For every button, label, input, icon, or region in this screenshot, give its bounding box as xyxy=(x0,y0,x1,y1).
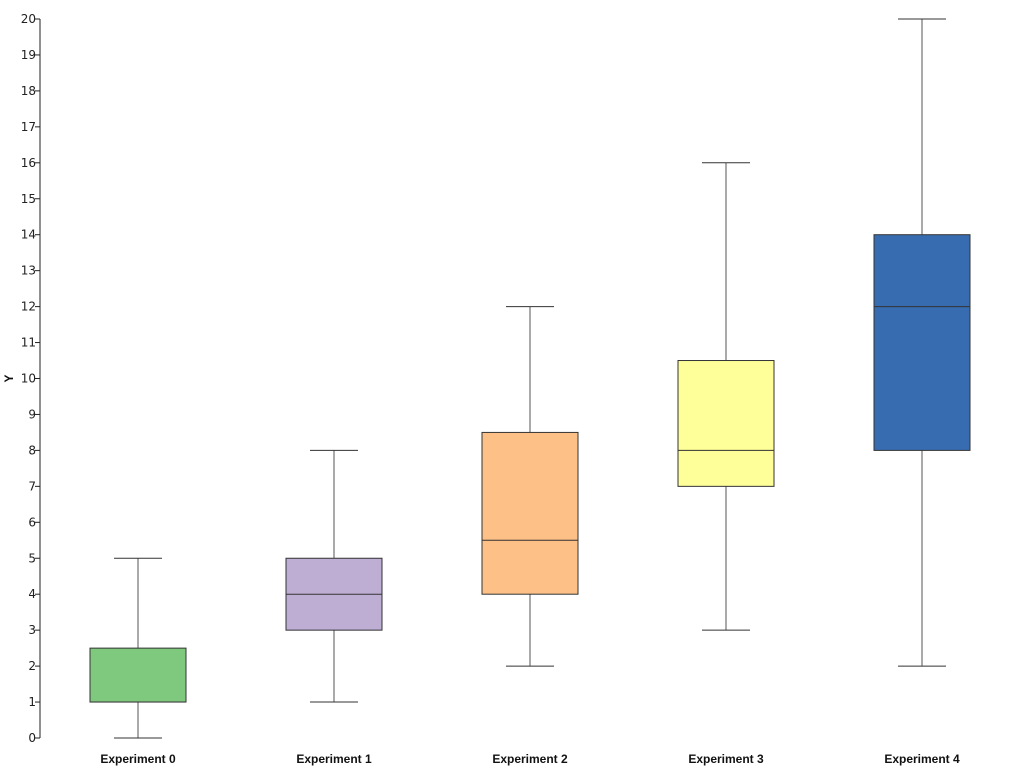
y-tick-label: 11 xyxy=(21,336,36,350)
box-experiment-0 xyxy=(89,557,187,739)
y-tick-label: 16 xyxy=(21,156,36,170)
y-tick-label: 7 xyxy=(28,479,36,493)
y-tick-label: 5 xyxy=(28,551,36,565)
y-tick-label: 12 xyxy=(21,300,36,314)
box-experiment-4 xyxy=(873,18,971,667)
y-tick-label: 19 xyxy=(21,48,36,62)
y-tick-label: 14 xyxy=(21,228,36,242)
box-experiment-1 xyxy=(285,449,383,703)
y-tick-label: 15 xyxy=(21,192,36,206)
box-experiment-3 xyxy=(677,162,775,631)
y-tick-label: 8 xyxy=(28,443,36,457)
y-tick-label: 20 xyxy=(21,12,36,26)
y-axis-title: Y xyxy=(2,374,16,382)
y-tick-label: 13 xyxy=(21,264,36,278)
x-category-label: Experiment 1 xyxy=(296,752,372,766)
y-tick-label: 0 xyxy=(28,731,36,745)
y-tick-label: 4 xyxy=(28,587,36,601)
x-category-label: Experiment 2 xyxy=(492,752,568,766)
y-tick-label: 2 xyxy=(28,659,36,673)
y-tick-label: 3 xyxy=(28,623,36,637)
iqr-box xyxy=(89,647,187,703)
y-tick-label: 10 xyxy=(21,372,36,386)
y-tick-label: 18 xyxy=(21,84,36,98)
x-category-label: Experiment 3 xyxy=(688,752,764,766)
y-tick-label: 1 xyxy=(28,695,36,709)
x-category-label: Experiment 4 xyxy=(884,752,960,766)
boxes xyxy=(89,18,971,739)
box-experiment-2 xyxy=(481,306,579,667)
x-axis-labels: Experiment 0 Experiment 1 Experiment 2 Expe… xyxy=(100,752,960,766)
y-tick-label: 9 xyxy=(28,407,36,421)
iqr-box xyxy=(481,431,579,595)
y-tick-label: 6 xyxy=(28,515,36,529)
y-tick-label: 17 xyxy=(21,120,36,134)
iqr-box xyxy=(677,360,775,487)
iqr-box xyxy=(873,234,971,451)
x-category-label: Experiment 0 xyxy=(100,752,176,766)
